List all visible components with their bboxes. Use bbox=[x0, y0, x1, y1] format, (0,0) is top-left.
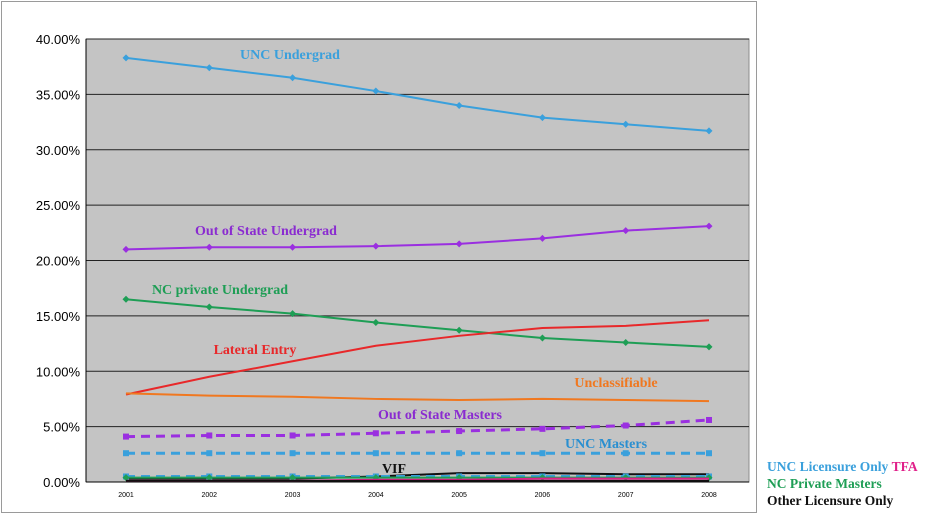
series-line bbox=[125, 298, 710, 348]
data-point bbox=[123, 433, 129, 440]
legend-tfa: TFA bbox=[891, 459, 918, 474]
y-tick-label: 25.00% bbox=[36, 198, 81, 213]
data-point bbox=[455, 326, 463, 334]
series-vif bbox=[126, 472, 709, 480]
y-tick-label: 10.00% bbox=[36, 364, 81, 379]
data-point bbox=[622, 227, 630, 235]
data-point bbox=[455, 101, 463, 109]
data-point bbox=[289, 74, 297, 82]
series-lateral-entry bbox=[125, 319, 710, 396]
y-tick-label: 15.00% bbox=[36, 309, 81, 324]
series-line bbox=[125, 225, 710, 251]
data-point bbox=[455, 240, 463, 248]
y-tick-label: 20.00% bbox=[36, 254, 81, 269]
annotation-unclassifiable: Unclassifiable bbox=[574, 376, 657, 391]
y-tick-label: 35.00% bbox=[36, 87, 81, 102]
data-point bbox=[205, 474, 213, 482]
series-out-of-state-undergrad bbox=[122, 222, 713, 253]
data-point bbox=[205, 64, 213, 72]
data-point bbox=[622, 450, 629, 457]
series-line bbox=[125, 56, 710, 132]
annotation-unc-masters: UNC Masters bbox=[565, 437, 648, 452]
series-line bbox=[125, 319, 710, 396]
data-point bbox=[372, 242, 380, 250]
data-point bbox=[538, 334, 546, 342]
annotation-nc-private-undergrad: NC private Undergrad bbox=[152, 283, 288, 298]
annotation-lateral-entry: Lateral Entry bbox=[214, 343, 297, 358]
y-tick-label: 40.00% bbox=[36, 32, 81, 47]
data-point bbox=[372, 450, 379, 457]
x-tick-label: 2008 bbox=[701, 492, 717, 499]
data-point bbox=[705, 127, 713, 135]
data-point bbox=[706, 450, 712, 457]
x-tick-label: 2006 bbox=[535, 492, 551, 499]
chart-frame: 0.00% 5.00% 10.00% 15.00% 20.00% 25.00% 30.00%… bbox=[1, 1, 757, 513]
data-point bbox=[539, 425, 546, 432]
series-line bbox=[125, 418, 710, 439]
data-point bbox=[289, 243, 297, 251]
data-point bbox=[122, 54, 130, 62]
series-unc-undergrad bbox=[122, 54, 713, 135]
data-point bbox=[372, 319, 380, 327]
annotation-out-of-state-undergrad: Out of State Undergrad bbox=[195, 224, 337, 239]
data-point bbox=[206, 432, 213, 439]
legend-nc-private-masters: NC Private Masters bbox=[767, 476, 882, 491]
data-point bbox=[289, 310, 297, 318]
data-point bbox=[705, 343, 713, 351]
y-tick-label: 30.00% bbox=[36, 143, 81, 158]
series-line bbox=[125, 392, 710, 403]
data-point bbox=[205, 303, 213, 311]
data-point bbox=[372, 87, 380, 95]
data-point bbox=[289, 474, 297, 482]
data-point bbox=[122, 245, 130, 253]
series-line bbox=[126, 472, 709, 480]
y-tick-label: 5.00% bbox=[43, 420, 80, 435]
series-unclassifiable bbox=[125, 392, 710, 403]
data-point bbox=[538, 234, 546, 242]
data-point bbox=[206, 450, 213, 457]
data-point bbox=[622, 338, 630, 346]
data-point bbox=[205, 243, 213, 251]
data-point bbox=[123, 450, 129, 457]
data-point bbox=[539, 450, 546, 457]
data-point bbox=[622, 120, 630, 128]
data-point bbox=[289, 432, 296, 439]
series-nc-private-undergrad bbox=[122, 295, 713, 351]
x-tick-label: 2005 bbox=[451, 492, 467, 499]
y-tick-label: 0.00% bbox=[43, 475, 80, 490]
data-point bbox=[122, 295, 130, 303]
annotation-vif: VIF bbox=[382, 462, 406, 477]
data-point bbox=[122, 474, 130, 482]
data-point bbox=[538, 114, 546, 122]
series-unc-masters bbox=[123, 450, 712, 457]
side-legend-row-1: UNC Licensure Only TFA bbox=[767, 458, 918, 475]
x-tick-label: 2002 bbox=[201, 492, 217, 499]
annotation-unc-undergrad: UNC Undergrad bbox=[240, 48, 340, 63]
series-out-of-state-masters bbox=[123, 416, 712, 440]
annotation-out-of-state-masters: Out of State Masters bbox=[378, 408, 503, 423]
x-tick-label: 2007 bbox=[618, 492, 634, 499]
data-point bbox=[456, 450, 463, 457]
data-point bbox=[705, 222, 713, 230]
data-point bbox=[706, 416, 712, 423]
line-chart: 0.00% 5.00% 10.00% 15.00% 20.00% 25.00% 30.00%… bbox=[36, 32, 750, 499]
legend-other-licensure-only: Other Licensure Only bbox=[767, 493, 894, 508]
data-point bbox=[372, 430, 379, 437]
x-tick-label: 2004 bbox=[368, 492, 384, 499]
data-point bbox=[622, 422, 629, 429]
data-point bbox=[289, 450, 296, 457]
x-tick-label: 2001 bbox=[118, 492, 134, 499]
legend-unc-licensure-only: UNC Licensure Only bbox=[767, 459, 889, 474]
side-legend: UNC Licensure Only TFA NC Private Master… bbox=[767, 458, 918, 509]
x-tick-label: 2003 bbox=[285, 492, 301, 499]
data-point bbox=[456, 428, 463, 435]
